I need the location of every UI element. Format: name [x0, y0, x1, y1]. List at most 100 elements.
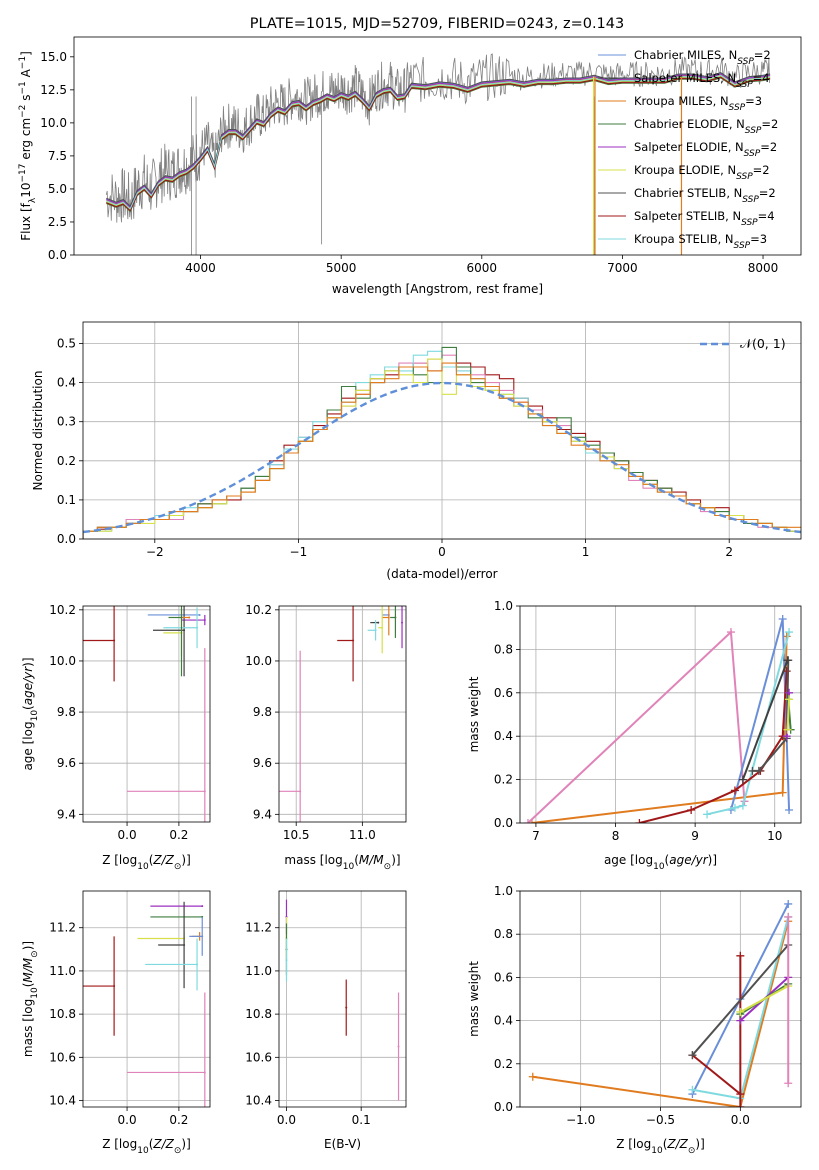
plot-area — [83, 346, 801, 539]
y-tick-label: 10.8 — [49, 1007, 76, 1021]
y-tick-label: 10.8 — [245, 1007, 272, 1021]
legend-entry: Chabrier STELIB, NSSP=2 — [634, 186, 776, 205]
x-tick-label: 11.0 — [349, 828, 376, 842]
weight-marker — [730, 803, 739, 812]
weight-marker — [754, 766, 763, 775]
weight-marker — [528, 1072, 537, 1081]
data-point — [285, 959, 288, 962]
model-spectrum — [106, 76, 771, 212]
y-tick-label: 0.4 — [494, 1014, 513, 1028]
label-part: 10 — [653, 862, 665, 872]
data-point — [201, 905, 204, 908]
label-part: Kroupa STELIB, N — [634, 232, 734, 246]
y-tick-label: 0.8 — [494, 642, 513, 656]
x-tick-label: −2 — [146, 545, 164, 559]
legend-entry: Kroupa STELIB, NSSP=3 — [634, 232, 767, 251]
axes-frame — [73, 36, 802, 256]
label-part: 10 — [30, 710, 40, 722]
label-part: ⊙ — [174, 1146, 182, 1156]
x-tick-label: 8000 — [748, 261, 779, 275]
data-point — [381, 626, 384, 629]
x-axis-label: Z [log10(Z/Z⊙)] — [102, 1137, 191, 1156]
axes-frame — [519, 605, 802, 824]
label-part: mass [log — [284, 853, 342, 867]
plot-area — [528, 899, 793, 1107]
x-tick-label: 0.0 — [118, 1113, 137, 1127]
x-axis-label: (data-model)/error — [386, 567, 497, 581]
x-tick-label: 0.2 — [169, 828, 188, 842]
y-tick-label: 11.2 — [245, 921, 272, 935]
data-point — [113, 639, 116, 642]
label-part: wavelength [Angstrom, rest frame] — [332, 282, 543, 296]
weight-marker — [778, 615, 787, 624]
label-part: )] — [391, 853, 400, 867]
normal-curve — [83, 381, 801, 534]
y-axis-label: age [log10(age/yr)] — [21, 657, 40, 770]
legend-entry: Salpeter MILES, NSSP=4 — [634, 71, 770, 90]
x-tick-label: 7 — [532, 829, 540, 843]
y-axis-label: Flux [fλ10−17 erg cm−2 s−1 A−1] — [18, 51, 38, 241]
plot-area — [279, 606, 404, 822]
weight-marker — [703, 810, 712, 819]
x-tick-label: 10 — [767, 829, 782, 843]
label-part: λ — [28, 197, 38, 203]
label-part: SSP — [736, 80, 753, 90]
label-part: age/yr — [669, 853, 708, 867]
y-tick-label: 0.3 — [57, 415, 76, 429]
legend-entry: Chabrier MILES, NSSP=2 — [634, 48, 771, 67]
weight-line — [531, 636, 788, 823]
y-tick-label: 0.0 — [494, 1100, 513, 1114]
label-part: Salpeter STELIB, N — [634, 209, 741, 223]
label-part: ( — [21, 983, 35, 988]
legend-entry: 𝒩(0, 1) — [740, 336, 786, 351]
y-tick-label: 0.1 — [57, 493, 76, 507]
age-mass-panel: 10.5 11.0 9.4 9.6 9.8 10.0 10.2 mass [log10(M/M… — [245, 603, 407, 872]
grid-lines — [279, 606, 406, 822]
weight-marker — [784, 1079, 793, 1088]
y-tick-label: 0.8 — [494, 927, 513, 941]
y-axis-label: mass [log10(M/M⊙)] — [21, 941, 40, 1057]
label-part: SSP — [737, 57, 754, 67]
weight-line — [639, 671, 788, 823]
label-part: )] — [708, 853, 717, 867]
x-tick-label: 0 — [438, 545, 446, 559]
label-part: age [log — [21, 721, 35, 770]
label-part: )] — [21, 657, 35, 666]
x-tick-label: −0.5 — [646, 1113, 675, 1127]
label-part: =2 — [753, 163, 770, 177]
x-axis-label: mass [log10(M/M⊙)] — [284, 853, 400, 872]
data-point — [352, 639, 355, 642]
label-part: −1 — [18, 81, 28, 94]
label-part: Kroupa ELODIE, N — [634, 163, 736, 177]
x-tick-label: 0.1 — [352, 1113, 371, 1127]
weight-marker — [785, 805, 794, 814]
label-part: M/M — [359, 853, 384, 867]
label-part: =2 — [754, 48, 771, 62]
y-tick-label: 7.5 — [48, 149, 67, 163]
x-tick-label: 2 — [725, 545, 733, 559]
label-part: 10 — [30, 987, 40, 999]
weight-line — [729, 618, 791, 811]
data-point — [201, 935, 204, 938]
x-tick-label: 4000 — [185, 261, 216, 275]
label-part: SSP — [742, 195, 759, 205]
label-part: Salpeter ELODIE, N — [634, 140, 744, 154]
label-part: s — [19, 95, 33, 105]
y-tick-label: 0.5 — [57, 337, 76, 351]
plot-area — [83, 901, 206, 1107]
weight-marker — [730, 786, 739, 795]
weight-marker — [736, 951, 745, 960]
axes-frame — [519, 890, 802, 1108]
label-part: mass weight — [467, 676, 481, 752]
label-part: Salpeter MILES, N — [634, 71, 736, 85]
label-part: ⊙ — [174, 862, 182, 872]
mass-extinction-panel: 0.0 0.1 10.4 10.6 10.8 11.0 11.2 E(B-V) — [245, 890, 407, 1151]
x-axis-label: Z [log10(Z/Z⊙)] — [616, 1137, 705, 1156]
weight-metallicity-panel: −1.0 −0.5 0.0 0.0 0.2 0.4 0.6 0.8 1.0 Z [log10(Z/… — [467, 884, 802, 1156]
data-point — [183, 629, 186, 632]
histogram-step — [83, 362, 801, 539]
label-part: ⊙ — [384, 862, 392, 872]
label-part: mass [log — [21, 999, 35, 1057]
label-part: )] — [181, 853, 190, 867]
